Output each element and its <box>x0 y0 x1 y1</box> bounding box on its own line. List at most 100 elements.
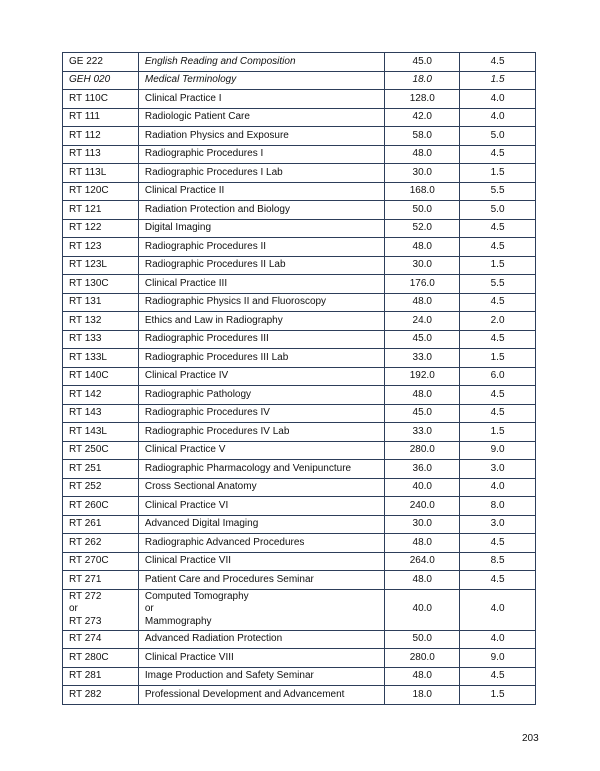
table-row: RT 282 Professional Development and Advan… <box>62 685 536 705</box>
table-row: RT 130C Clinical Practice III 176.0 5.5 <box>62 274 536 294</box>
course-title: Radiation Physics and Exposure <box>137 126 386 146</box>
course-code: RT 251 <box>62 459 139 479</box>
credits: 8.0 <box>459 496 536 516</box>
course-title: Clinical Practice I <box>137 89 386 109</box>
course-code: RT 130C <box>62 274 139 294</box>
course-code: RT 250C <box>62 440 139 460</box>
course-title: Advanced Radiation Protection <box>137 629 386 649</box>
course-title: Clinical Practice V <box>137 440 386 460</box>
table-row: RT 143L Radiographic Procedures IV Lab 33.… <box>62 422 536 442</box>
clock-hours: 280.0 <box>384 648 461 668</box>
course-title: Radiographic Procedures IV Lab <box>137 422 386 442</box>
clock-hours: 45.0 <box>384 52 461 72</box>
course-code: RT 143 <box>62 403 139 423</box>
clock-hours: 24.0 <box>384 311 461 331</box>
course-code: RT 123L <box>62 255 139 275</box>
table-row: RT 280C Clinical Practice VIII 280.0 9.0 <box>62 648 536 668</box>
table-row: RT 260C Clinical Practice VI 240.0 8.0 <box>62 496 536 516</box>
credits: 1.5 <box>459 163 536 183</box>
course-title: Ethics and Law in Radiography <box>137 311 386 331</box>
table-row: RT 272 or RT 273 Computed Tomography or Mammo… <box>62 588 536 631</box>
credits: 3.0 <box>459 459 536 479</box>
course-title: Radiographic Procedures I <box>137 144 386 164</box>
credits: 4.0 <box>459 477 536 497</box>
credits: 4.5 <box>459 385 536 405</box>
clock-hours: 48.0 <box>384 144 461 164</box>
clock-hours: 48.0 <box>384 292 461 312</box>
clock-hours: 40.0 <box>384 588 461 631</box>
clock-hours: 45.0 <box>384 329 461 349</box>
clock-hours: 18.0 <box>384 685 461 705</box>
table-row: RT 133 Radiographic Procedures III 45.0 4.5 <box>62 329 536 349</box>
table-row: RT 112 Radiation Physics and Exposure 58.0… <box>62 126 536 146</box>
table-row: RT 281 Image Production and Safety Semina… <box>62 666 536 686</box>
course-code: RT 274 <box>62 629 139 649</box>
table-row: RT 133L Radiographic Procedures III Lab 33… <box>62 348 536 368</box>
credits: 5.0 <box>459 126 536 146</box>
table-row: RT 142 Radiographic Pathology 48.0 4.5 <box>62 385 536 405</box>
table-row: RT 113 Radiographic Procedures I 48.0 4.5 <box>62 144 536 164</box>
cell-line: RT 272 <box>69 590 102 602</box>
course-title: Radiographic Pharmacology and Venipunctu… <box>137 459 386 479</box>
table-row: RT 121 Radiation Protection and Biology 50… <box>62 200 536 220</box>
credits: 6.0 <box>459 366 536 386</box>
course-code: RT 112 <box>62 126 139 146</box>
clock-hours: 280.0 <box>384 440 461 460</box>
table-row: RT 251 Radiographic Pharmacology and Veni… <box>62 459 536 479</box>
credits: 5.5 <box>459 181 536 201</box>
course-code: RT 121 <box>62 200 139 220</box>
credits: 4.5 <box>459 237 536 257</box>
table-row: RT 111 Radiologic Patient Care 42.0 4.0 <box>62 107 536 127</box>
course-title: Radiation Protection and Biology <box>137 200 386 220</box>
credits: 1.5 <box>459 70 536 90</box>
course-code: RT 270C <box>62 551 139 571</box>
course-code: RT 133L <box>62 348 139 368</box>
course-code: RT 260C <box>62 496 139 516</box>
course-code: RT 262 <box>62 533 139 553</box>
credits: 2.0 <box>459 311 536 331</box>
course-code: RT 110C <box>62 89 139 109</box>
clock-hours: 48.0 <box>384 570 461 590</box>
course-title: Radiographic Procedures IV <box>137 403 386 423</box>
course-code: RT 122 <box>62 218 139 238</box>
course-title: Clinical Practice VII <box>137 551 386 571</box>
course-code: RT 132 <box>62 311 139 331</box>
table-row: RT 270C Clinical Practice VII 264.0 8.5 <box>62 551 536 571</box>
clock-hours: 128.0 <box>384 89 461 109</box>
credits: 5.0 <box>459 200 536 220</box>
credits: 4.5 <box>459 52 536 72</box>
cell-line: or <box>69 603 78 615</box>
course-code: RT 282 <box>62 685 139 705</box>
clock-hours: 30.0 <box>384 255 461 275</box>
clock-hours: 50.0 <box>384 629 461 649</box>
course-title: Clinical Practice VIII <box>137 648 386 668</box>
table-row: RT 123L Radiographic Procedures II Lab 30.… <box>62 255 536 275</box>
course-code: GEH 020 <box>62 70 139 90</box>
clock-hours: 240.0 <box>384 496 461 516</box>
credits: 3.0 <box>459 514 536 534</box>
table-row: RT 250C Clinical Practice V 280.0 9.0 <box>62 440 536 460</box>
cell-line: Mammography <box>144 615 212 627</box>
credits: 4.0 <box>459 107 536 127</box>
table-row: RT 123 Radiographic Procedures II 48.0 4.5 <box>62 237 536 257</box>
credits: 4.0 <box>459 629 536 649</box>
credits: 9.0 <box>459 648 536 668</box>
course-title: Radiographic Procedures I Lab <box>137 163 386 183</box>
clock-hours: 168.0 <box>384 181 461 201</box>
clock-hours: 50.0 <box>384 200 461 220</box>
course-title: Clinical Practice VI <box>137 496 386 516</box>
course-code: RT 120C <box>62 181 139 201</box>
clock-hours: 58.0 <box>384 126 461 146</box>
table-row: RT 274 Advanced Radiation Protection 50.0 4… <box>62 629 536 649</box>
course-title: Digital Imaging <box>137 218 386 238</box>
course-title: Advanced Digital Imaging <box>137 514 386 534</box>
course-code: RT 123 <box>62 237 139 257</box>
credits: 4.5 <box>459 570 536 590</box>
course-title: Professional Development and Advancement <box>137 685 386 705</box>
course-code: RT 272 or RT 273 <box>62 588 139 631</box>
course-title: Radiographic Procedures III Lab <box>137 348 386 368</box>
clock-hours: 33.0 <box>384 348 461 368</box>
clock-hours: 48.0 <box>384 666 461 686</box>
course-title: Radiographic Advanced Procedures <box>137 533 386 553</box>
